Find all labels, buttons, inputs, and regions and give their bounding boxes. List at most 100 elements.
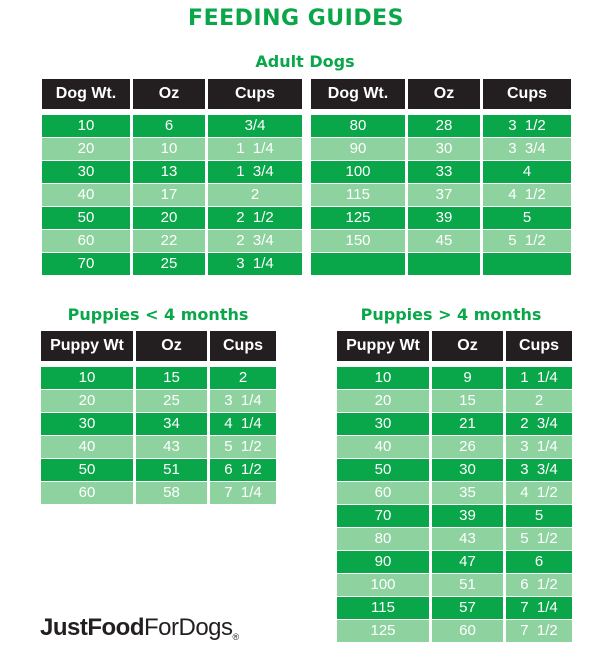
table-cell: 1 1/4 [506,367,572,389]
table-row: 115 37 4 1/2 [311,184,571,206]
table-row: 40 43 5 1/2 [41,436,276,458]
table-row: 30 34 4 1/4 [41,413,276,435]
table-header: Puppy Wt Oz Cups [337,331,572,361]
table-cell [408,253,480,275]
table-cell: 30 [432,459,503,481]
table-row: 60 22 2 3/4 [42,230,302,252]
table-cell: 45 [408,230,480,252]
table-row: 60 58 7 1/4 [41,482,276,504]
table-cell: 7 1/2 [506,620,572,642]
table-cell: 6 1/2 [210,459,276,481]
table-cell: 25 [136,390,207,412]
logo-fordogs: ForDogs [144,614,233,641]
column-header: Oz [136,331,207,361]
table-cell: 80 [311,115,405,137]
table-cell: 70 [42,253,130,275]
column-header: Puppy Wt [41,331,133,361]
table-row: 10 6 3/4 [42,115,302,137]
table-row: 10 15 2 [41,367,276,389]
table-cell: 3 1/4 [506,436,572,458]
column-header: Oz [133,79,205,109]
table-row: 150 45 5 1/2 [311,230,571,252]
table-row: 115 57 7 1/4 [337,597,572,619]
table-cell: 125 [311,207,405,229]
table-cell: 2 [208,184,302,206]
table-cell: 2 3/4 [208,230,302,252]
table-cell: 3 1/4 [210,390,276,412]
table-cell: 13 [133,161,205,183]
table-cell: 6 [133,115,205,137]
justfoodfordogs-logo: JustFoodForDogs® [40,614,239,642]
table-row: 100 33 4 [311,161,571,183]
table-cell: 40 [41,436,133,458]
table-cell [483,253,571,275]
table-cell: 2 1/2 [208,207,302,229]
table-cell: 20 [337,390,429,412]
table-cell: 58 [136,482,207,504]
table-row: 60 35 4 1/2 [337,482,572,504]
table-row: 40 17 2 [42,184,302,206]
table-cell: 22 [133,230,205,252]
column-header: Dog Wt. [42,79,130,109]
table-row: 90 47 6 [337,551,572,573]
table-cell: 10 [42,115,130,137]
table-cell: 30 [408,138,480,160]
table-cell: 15 [136,367,207,389]
table-cell: 35 [432,482,503,504]
table-cell: 10 [337,367,429,389]
table-cell: 47 [432,551,503,573]
table-cell: 5 1/2 [210,436,276,458]
table-cell: 30 [42,161,130,183]
table-row: 125 39 5 [311,207,571,229]
table-cell: 10 [41,367,133,389]
table-cell: 70 [337,505,429,527]
column-header: Cups [208,79,302,109]
table-row: 80 28 3 1/2 [311,115,571,137]
logo-food: Food [87,614,144,641]
table-cell: 40 [337,436,429,458]
table-row: 10 9 1 1/4 [337,367,572,389]
table-header: Puppy Wt Oz Cups [41,331,276,361]
table-cell: 37 [408,184,480,206]
table-header: Dog Wt. Oz Cups [42,79,302,109]
table-row: 90 30 3 3/4 [311,138,571,160]
table-cell: 100 [311,161,405,183]
table-cell: 4 1/4 [210,413,276,435]
table-cell: 50 [337,459,429,481]
table-cell: 5 1/2 [506,528,572,550]
logo-registered-mark: ® [232,632,240,642]
table-cell: 26 [432,436,503,458]
table-cell: 28 [408,115,480,137]
column-header: Cups [483,79,571,109]
table-cell: 33 [408,161,480,183]
table-cell: 6 [506,551,572,573]
table-row: 100 51 6 1/2 [337,574,572,596]
table-cell: 90 [337,551,429,573]
table-cell: 60 [42,230,130,252]
table-cell: 2 [210,367,276,389]
table-row [311,253,571,275]
table-cell: 3 3/4 [483,138,571,160]
table-cell: 7 1/4 [506,597,572,619]
table-row: 50 51 6 1/2 [41,459,276,481]
puppies-over-title: Puppies > 4 months [360,305,542,324]
puppies-under-table: Puppy Wt Oz Cups 10 15 2 20 25 3 1/4 30 34 4 1/4 40 4… [41,331,276,505]
table-cell: 5 1/2 [483,230,571,252]
table-row: 70 39 5 [337,505,572,527]
column-header: Cups [506,331,572,361]
table-cell: 5 [483,207,571,229]
table-cell: 50 [41,459,133,481]
table-cell: 20 [41,390,133,412]
table-cell: 10 [133,138,205,160]
table-cell: 3 1/4 [208,253,302,275]
table-cell: 51 [136,459,207,481]
table-cell: 60 [432,620,503,642]
table-cell: 50 [42,207,130,229]
table-cell: 9 [432,367,503,389]
column-header: Puppy Wt [337,331,429,361]
table-cell: 51 [432,574,503,596]
table-cell: 30 [41,413,133,435]
table-cell: 60 [337,482,429,504]
table-row: 20 10 1 1/4 [42,138,302,160]
table-cell: 39 [408,207,480,229]
